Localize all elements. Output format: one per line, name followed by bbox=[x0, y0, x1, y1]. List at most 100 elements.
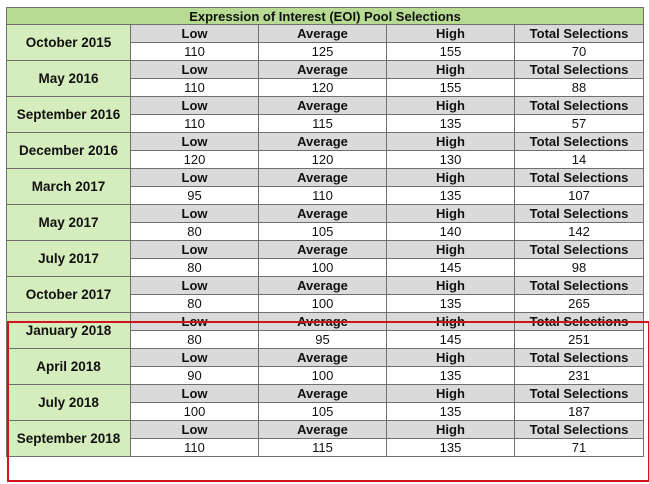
period-label: July 2018 bbox=[6, 384, 131, 421]
period-label: April 2018 bbox=[6, 348, 131, 385]
value-cell: 90 bbox=[130, 366, 259, 385]
value-cell: 140 bbox=[386, 222, 515, 241]
period-values-row: 110 125 155 70 bbox=[7, 42, 645, 61]
period-label: October 2015 bbox=[6, 24, 131, 61]
value-cell: 187 bbox=[513, 402, 645, 421]
period-values-row: 80 100 135 265 bbox=[7, 294, 645, 313]
value-cell: 70 bbox=[513, 42, 645, 61]
value-cell: 80 bbox=[130, 258, 259, 277]
column-header: High bbox=[386, 96, 515, 115]
column-header: Average bbox=[258, 132, 387, 151]
period-values-row: 90 100 135 231 bbox=[7, 366, 645, 385]
value-cell: 135 bbox=[386, 438, 515, 457]
column-header: High bbox=[386, 24, 515, 43]
column-header: Average bbox=[258, 24, 387, 43]
column-header: Total Selections bbox=[513, 204, 645, 223]
period-values-row: 80 95 145 251 bbox=[7, 330, 645, 349]
column-header: High bbox=[386, 348, 515, 367]
value-cell: 115 bbox=[258, 114, 387, 133]
value-cell: 110 bbox=[130, 438, 259, 457]
column-header: Total Selections bbox=[513, 420, 645, 439]
value-cell: 135 bbox=[386, 366, 515, 385]
value-cell: 142 bbox=[513, 222, 645, 241]
period-label: September 2018 bbox=[6, 420, 131, 457]
period-values-row: 100 105 135 187 bbox=[7, 402, 645, 421]
column-header: Low bbox=[130, 384, 259, 403]
column-header: Total Selections bbox=[513, 384, 645, 403]
period-header-row: April 2018 Low Average High Total Selections bbox=[6, 348, 645, 385]
eoi-pool-selections-table: Expression of Interest (EOI) Pool Select… bbox=[5, 7, 645, 457]
column-header: Low bbox=[130, 168, 259, 187]
column-header: Total Selections bbox=[513, 24, 645, 43]
value-cell: 110 bbox=[258, 186, 387, 205]
column-header: Average bbox=[258, 60, 387, 79]
column-header: Low bbox=[130, 240, 259, 259]
value-cell: 71 bbox=[513, 438, 645, 457]
column-header: Low bbox=[130, 276, 259, 295]
value-cell: 98 bbox=[513, 258, 645, 277]
column-header: Average bbox=[258, 276, 387, 295]
period-header-row: May 2017 Low Average High Total Selections bbox=[6, 204, 645, 241]
column-header: Average bbox=[258, 240, 387, 259]
period-values-row: 110 115 135 57 bbox=[7, 114, 645, 133]
column-header: High bbox=[386, 204, 515, 223]
column-header: High bbox=[386, 240, 515, 259]
value-cell: 231 bbox=[513, 366, 645, 385]
column-header: Low bbox=[130, 132, 259, 151]
value-cell: 155 bbox=[386, 78, 515, 97]
table-body: Expression of Interest (EOI) Pool Select… bbox=[5, 7, 645, 457]
period-label: March 2017 bbox=[6, 168, 131, 205]
period-header-row: July 2018 Low Average High Total Selections bbox=[6, 384, 645, 421]
column-header: Average bbox=[258, 96, 387, 115]
value-cell: 105 bbox=[258, 222, 387, 241]
value-cell: 120 bbox=[258, 78, 387, 97]
value-cell: 80 bbox=[130, 294, 259, 313]
column-header: High bbox=[386, 312, 515, 331]
value-cell: 100 bbox=[258, 294, 387, 313]
value-cell: 145 bbox=[386, 330, 515, 349]
period-label: May 2016 bbox=[6, 60, 131, 97]
period-header-row: July 2017 Low Average High Total Selections bbox=[6, 240, 645, 277]
column-header: Total Selections bbox=[513, 168, 645, 187]
value-cell: 95 bbox=[130, 186, 259, 205]
column-header: Average bbox=[258, 348, 387, 367]
period-header-row: October 2015 Low Average High Total Selectio… bbox=[6, 24, 645, 61]
column-header: High bbox=[386, 276, 515, 295]
column-header: Low bbox=[130, 204, 259, 223]
column-header: High bbox=[386, 168, 515, 187]
column-header: Total Selections bbox=[513, 60, 645, 79]
value-cell: 110 bbox=[130, 78, 259, 97]
column-header: Total Selections bbox=[513, 132, 645, 151]
column-header: Total Selections bbox=[513, 240, 645, 259]
column-header: High bbox=[386, 60, 515, 79]
value-cell: 155 bbox=[386, 42, 515, 61]
period-values-row: 80 100 145 98 bbox=[7, 258, 645, 277]
value-cell: 265 bbox=[513, 294, 645, 313]
column-header: Average bbox=[258, 420, 387, 439]
period-values-row: 120 120 130 14 bbox=[7, 150, 645, 169]
value-cell: 100 bbox=[258, 258, 387, 277]
period-header-row: May 2016 Low Average High Total Selections bbox=[6, 60, 645, 97]
eoi-table-container: Expression of Interest (EOI) Pool Select… bbox=[5, 7, 649, 482]
period-header-row: March 2017 Low Average High Total Selections bbox=[6, 168, 645, 205]
value-cell: 120 bbox=[130, 150, 259, 169]
value-cell: 57 bbox=[513, 114, 645, 133]
period-label: July 2017 bbox=[6, 240, 131, 277]
period-label: October 2017 bbox=[6, 276, 131, 313]
value-cell: 100 bbox=[258, 366, 387, 385]
column-header: Low bbox=[130, 60, 259, 79]
value-cell: 80 bbox=[130, 330, 259, 349]
column-header: Low bbox=[130, 24, 259, 43]
value-cell: 135 bbox=[386, 114, 515, 133]
value-cell: 107 bbox=[513, 186, 645, 205]
value-cell: 95 bbox=[258, 330, 387, 349]
value-cell: 88 bbox=[513, 78, 645, 97]
value-cell: 251 bbox=[513, 330, 645, 349]
period-values-row: 110 115 135 71 bbox=[7, 438, 645, 457]
value-cell: 145 bbox=[386, 258, 515, 277]
column-header: Total Selections bbox=[513, 96, 645, 115]
value-cell: 130 bbox=[386, 150, 515, 169]
value-cell: 14 bbox=[513, 150, 645, 169]
period-label: May 2017 bbox=[6, 204, 131, 241]
value-cell: 135 bbox=[386, 402, 515, 421]
